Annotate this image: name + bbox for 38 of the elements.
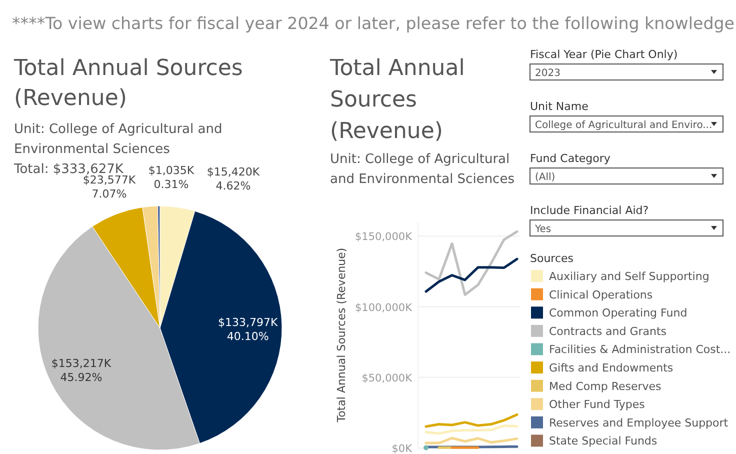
y-tick-label: $100,000K	[355, 302, 414, 314]
legend-label: Facilities & Administration Cost...	[549, 343, 731, 356]
legend-label: Other Fund Types	[549, 398, 646, 412]
line-series	[424, 230, 518, 296]
dropdown-field: College of Agricultural and Enviro...	[530, 116, 724, 132]
dropdown-field: (All)	[530, 168, 724, 184]
legend-label: Reserves and Employee Support	[549, 416, 729, 430]
legend-label: Clinical Operations	[549, 288, 653, 302]
legend-title: Sources	[530, 252, 574, 265]
legend-label: Contracts and Grants	[549, 324, 667, 338]
line-series	[424, 258, 518, 293]
text: Fiscal Year (Pie Chart Only)	[530, 48, 678, 61]
data-label: $153,217K 45.92%	[51, 356, 112, 384]
chart-title: Total Annual Sources (Revenue)	[13, 56, 243, 111]
legend-label: Med Comp Reserves	[549, 380, 662, 393]
dropdown-field: 2023	[530, 64, 724, 80]
text: Unit Name	[530, 100, 589, 113]
y-tick-label: $150,000K	[355, 231, 414, 244]
y-axis-title: Total Annual Sources (Revenue)	[335, 248, 348, 424]
dropdown-field: Yes	[530, 220, 724, 236]
y-tick-label: $50,000K	[362, 372, 414, 384]
legend-label: Auxiliary and Self Supporting	[549, 270, 710, 283]
text: ****To view charts for fiscal year 2024 or later, please refer to the following knowledge	[12, 14, 734, 33]
y-tick-label: $0K	[392, 443, 414, 454]
legend-label: State Special Funds	[549, 434, 658, 448]
text: Include Financial Aid?	[530, 204, 649, 217]
data-label: $1,035K 0.31%	[148, 164, 195, 192]
line-series	[424, 413, 518, 428]
legend-label: Gifts and Endowments	[549, 362, 674, 374]
data-label: $15,420K 4.62%	[206, 165, 260, 192]
data-label: $133,797K 40.10%	[218, 316, 278, 344]
data-label: $23,577K 7.07%	[82, 173, 136, 200]
chart-title: Total Annual Sources (Revenue)	[329, 56, 465, 144]
text: Fund Category	[530, 152, 611, 165]
chart-subtitle: Unit: College of Agricultural and Environmental Sciences	[330, 152, 515, 187]
line-series	[424, 424, 518, 435]
chart-subtitle: Unit: College of Agricultural and Environmental Sciences	[14, 122, 222, 157]
legend-label: Common Operating Fund	[549, 306, 688, 320]
